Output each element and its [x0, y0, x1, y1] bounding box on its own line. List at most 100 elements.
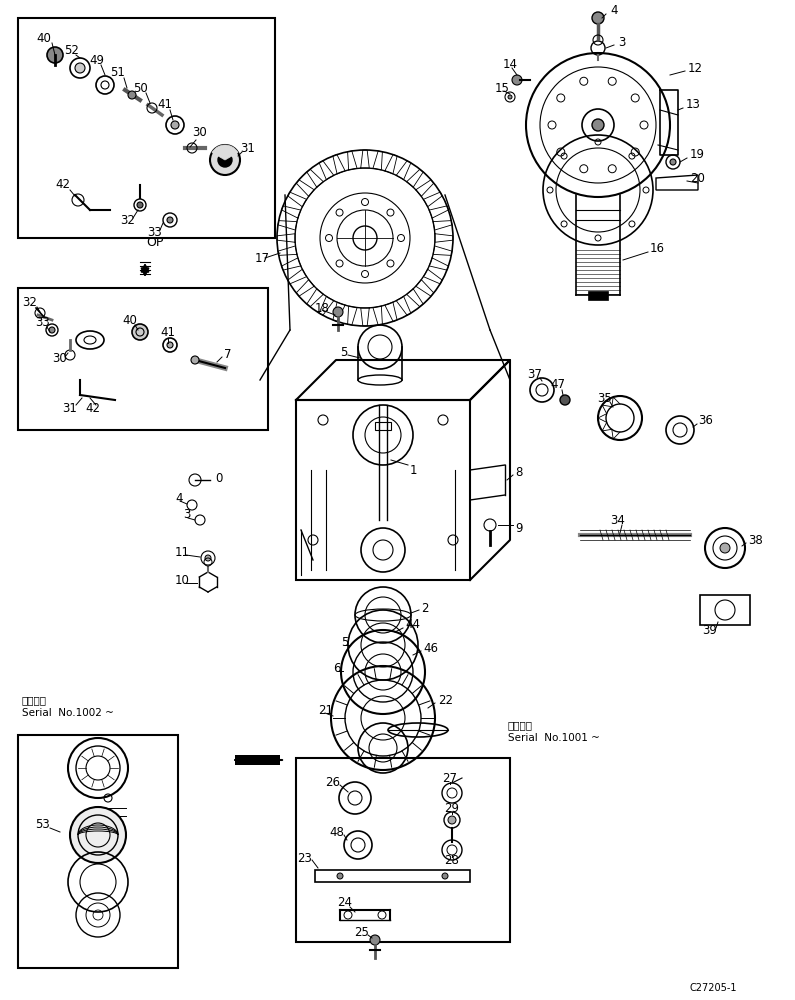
Text: 9: 9: [515, 522, 522, 534]
Circle shape: [592, 119, 604, 131]
Text: 8: 8: [515, 466, 522, 479]
Text: 41: 41: [161, 326, 176, 338]
Circle shape: [167, 217, 173, 223]
Text: 5: 5: [340, 346, 347, 359]
Bar: [18, 288, 268, 430]
Text: 42: 42: [86, 401, 100, 414]
Text: 24: 24: [338, 896, 352, 910]
Circle shape: [670, 159, 676, 165]
Circle shape: [171, 121, 179, 129]
Text: Serial  No.1001 ~: Serial No.1001 ~: [508, 733, 600, 743]
Text: 5: 5: [341, 636, 348, 648]
Text: 3: 3: [183, 508, 190, 522]
Bar: [18, 18, 275, 238]
Text: 37: 37: [528, 368, 542, 381]
Text: 40: 40: [122, 314, 138, 326]
Circle shape: [592, 12, 604, 24]
Text: 18: 18: [315, 302, 330, 314]
Text: 11: 11: [175, 546, 190, 558]
Text: 44: 44: [405, 618, 420, 632]
Bar: [18, 735, 178, 968]
Circle shape: [49, 327, 55, 333]
Text: 33: 33: [148, 227, 162, 239]
Text: 29: 29: [444, 802, 460, 814]
Text: 34: 34: [611, 514, 626, 526]
Text: 14: 14: [503, 58, 518, 72]
Circle shape: [560, 395, 570, 405]
Text: 適用号笪: 適用号笪: [22, 695, 47, 705]
Text: 32: 32: [22, 296, 37, 308]
Text: 22: 22: [438, 694, 453, 706]
Circle shape: [333, 307, 343, 317]
Circle shape: [448, 816, 456, 824]
Circle shape: [442, 873, 448, 879]
Text: 適用号笪: 適用号笪: [508, 720, 533, 730]
Text: 7: 7: [224, 349, 232, 361]
Text: 15: 15: [495, 82, 510, 95]
Text: 53: 53: [35, 818, 49, 832]
FancyArrow shape: [235, 755, 280, 765]
Text: 20: 20: [690, 172, 705, 184]
Circle shape: [137, 202, 143, 208]
Circle shape: [337, 873, 343, 879]
Text: 36: 36: [698, 414, 713, 426]
Text: 50: 50: [133, 82, 147, 95]
Bar: [296, 758, 510, 942]
Text: 4: 4: [610, 3, 618, 16]
Text: 17: 17: [255, 251, 270, 264]
Text: 46: 46: [423, 642, 438, 654]
Text: 23: 23: [297, 852, 312, 864]
Text: 27: 27: [443, 772, 457, 784]
Text: 4: 4: [175, 491, 183, 504]
Text: 2: 2: [421, 601, 429, 614]
Circle shape: [508, 95, 512, 99]
Text: C27205-1: C27205-1: [690, 983, 738, 993]
Wedge shape: [212, 145, 238, 160]
Circle shape: [191, 356, 199, 364]
Circle shape: [70, 807, 126, 863]
Text: 41: 41: [157, 99, 173, 111]
Bar: [315, 870, 470, 882]
Text: 0: 0: [215, 472, 223, 485]
Bar: [588, 291, 608, 300]
Text: 31: 31: [63, 401, 77, 414]
Text: 30: 30: [192, 126, 207, 139]
Circle shape: [132, 324, 148, 340]
Circle shape: [75, 63, 85, 73]
Circle shape: [128, 91, 136, 99]
Text: 39: 39: [703, 624, 717, 637]
Text: 52: 52: [64, 43, 80, 56]
Circle shape: [210, 145, 240, 175]
Circle shape: [205, 555, 211, 561]
Text: 31: 31: [241, 141, 255, 154]
Bar: [700, 595, 750, 625]
Text: 25: 25: [355, 926, 370, 938]
Text: 49: 49: [90, 53, 104, 66]
Text: 16: 16: [650, 241, 665, 254]
Text: 21: 21: [318, 704, 333, 716]
Text: Serial  No.1002 ~: Serial No.1002 ~: [22, 708, 114, 718]
Text: 13: 13: [686, 99, 701, 111]
Text: 26: 26: [325, 776, 340, 788]
Circle shape: [47, 47, 63, 63]
Text: 48: 48: [330, 826, 344, 838]
Text: 35: 35: [598, 391, 612, 404]
Text: 12: 12: [688, 62, 703, 75]
Circle shape: [720, 543, 730, 553]
Circle shape: [167, 342, 173, 348]
Text: 1: 1: [409, 464, 417, 477]
Bar: [375, 422, 391, 430]
Circle shape: [370, 935, 380, 945]
Text: 19: 19: [690, 148, 705, 161]
Text: 38: 38: [748, 534, 762, 546]
Text: 30: 30: [52, 352, 68, 364]
Text: 10: 10: [175, 574, 190, 586]
Text: 40: 40: [37, 31, 52, 44]
Text: 42: 42: [56, 178, 71, 192]
Text: 6: 6: [333, 662, 340, 674]
Text: OP: OP: [146, 236, 164, 249]
Circle shape: [512, 75, 522, 85]
Text: 33: 33: [36, 316, 50, 328]
Text: 51: 51: [111, 66, 126, 79]
Bar: [296, 400, 470, 580]
